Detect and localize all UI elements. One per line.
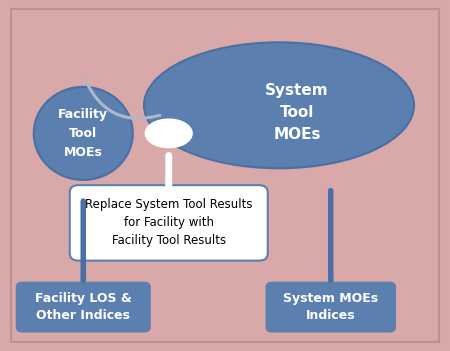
FancyBboxPatch shape [70, 185, 268, 260]
FancyBboxPatch shape [266, 282, 396, 333]
Text: Facility LOS &
Other Indices: Facility LOS & Other Indices [35, 292, 131, 322]
FancyArrowPatch shape [84, 78, 160, 118]
Ellipse shape [34, 87, 133, 180]
Text: System MOEs
Indices: System MOEs Indices [283, 292, 378, 322]
Text: Replace System Tool Results
for Facility with
Facility Tool Results: Replace System Tool Results for Facility… [85, 198, 252, 247]
Text: System
Tool
MOEs: System Tool MOEs [265, 82, 329, 142]
Ellipse shape [145, 119, 192, 148]
FancyBboxPatch shape [16, 282, 151, 333]
Text: Facility
Tool
MOEs: Facility Tool MOEs [58, 108, 108, 159]
Ellipse shape [144, 42, 414, 168]
